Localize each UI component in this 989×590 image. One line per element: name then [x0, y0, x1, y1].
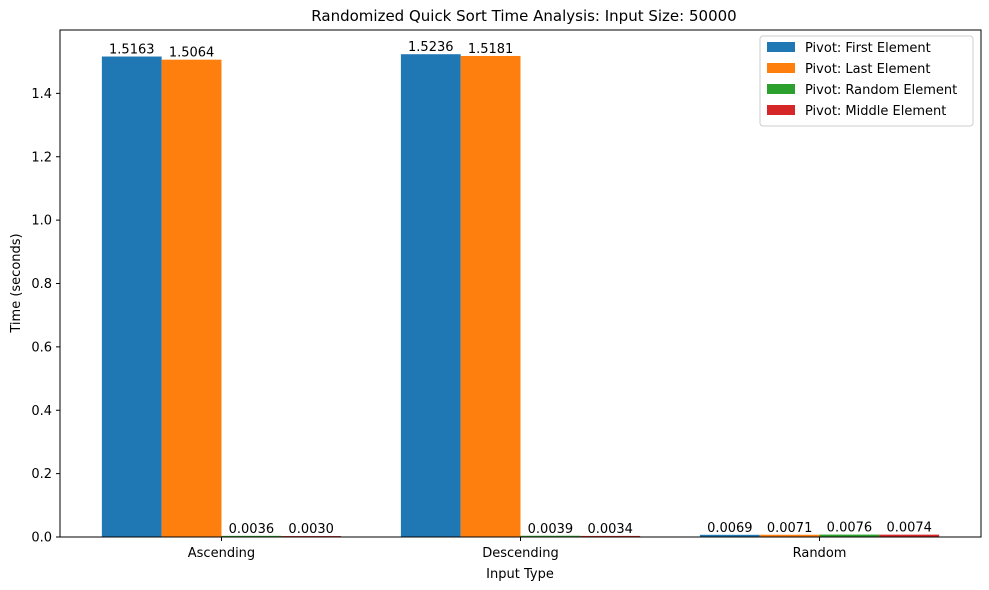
data-label-2-0: 0.0036	[229, 522, 275, 537]
y-tick-label: 0.2	[31, 467, 52, 482]
legend-label: Pivot: Last Element	[805, 62, 930, 77]
bar-2-1	[520, 535, 581, 537]
x-tick-label: Random	[793, 546, 847, 561]
bar-0-2	[699, 534, 760, 537]
y-tick-label: 0.0	[31, 531, 52, 546]
y-tick-label: 1.0	[31, 214, 52, 229]
y-axis: 0.0 0.2 0.4 0.6 0.8 1.0 1.2 1.4	[31, 87, 60, 546]
data-label-1-0: 1.5064	[169, 46, 215, 61]
data-label-0-2: 0.0069	[707, 521, 753, 536]
bars-group	[101, 54, 940, 538]
bar-3-2	[879, 534, 940, 537]
legend: Pivot: First Element Pivot: Last Element P…	[759, 35, 974, 127]
legend-swatch	[767, 42, 795, 52]
x-tick-label: Descending	[482, 546, 559, 561]
chart-title: Randomized Quick Sort Time Analysis: Inp…	[311, 7, 736, 25]
bar-1-1	[460, 55, 521, 538]
legend-swatch	[767, 84, 795, 94]
bar-2-2	[819, 534, 880, 537]
y-tick-label: 0.6	[31, 340, 52, 355]
data-label-0-0: 1.5163	[109, 43, 155, 58]
data-label-1-1: 1.5181	[468, 42, 514, 57]
bar-3-1	[580, 535, 641, 537]
bar-0-1	[400, 54, 461, 537]
y-axis-title: Time (seconds)	[9, 233, 24, 333]
x-axis: Ascending Descending Random	[188, 537, 847, 561]
bar-1-0	[161, 59, 222, 538]
legend-label: Pivot: Random Element	[805, 83, 957, 98]
data-label-3-2: 0.0074	[886, 521, 932, 536]
legend-frame	[759, 35, 974, 127]
legend-swatch	[767, 105, 795, 115]
legend-label: Pivot: Middle Element	[805, 104, 946, 119]
data-label-3-1: 0.0034	[587, 522, 633, 537]
bar-2-0	[221, 535, 282, 537]
x-tick-label: Ascending	[188, 546, 255, 561]
data-label-0-1: 1.5236	[408, 40, 454, 55]
y-tick-label: 1.4	[31, 87, 52, 102]
y-tick-label: 0.8	[31, 277, 52, 292]
data-labels-group: 1.5163 1.5236 0.0069 1.5064 1.5181 0.0071 0.00…	[109, 40, 932, 537]
bar-1-2	[759, 534, 820, 537]
x-axis-title: Input Type	[486, 567, 554, 582]
data-label-1-2: 0.0071	[767, 521, 813, 536]
data-label-3-0: 0.0030	[288, 522, 334, 537]
bar-0-0	[101, 56, 162, 538]
legend-label: Pivot: First Element	[805, 41, 931, 56]
y-tick-label: 1.2	[31, 150, 52, 165]
legend-swatch	[767, 63, 795, 73]
data-label-2-1: 0.0039	[528, 522, 574, 537]
y-tick-label: 0.4	[31, 404, 52, 419]
data-label-2-2: 0.0076	[827, 521, 873, 536]
